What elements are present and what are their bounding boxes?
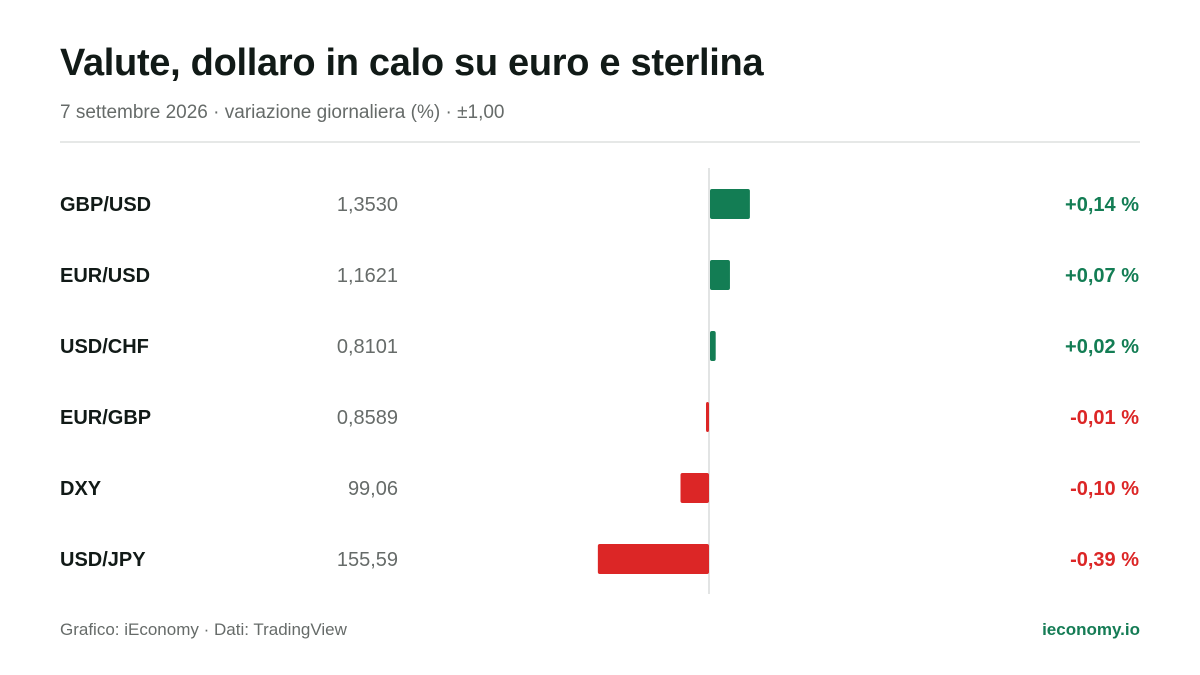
chart-subtitle: 7 settembre 2026 · variazione giornalier… <box>60 102 505 123</box>
change-bar <box>680 473 709 503</box>
pair-label: EUR/GBP <box>60 407 151 429</box>
pair-label: DXY <box>60 478 102 500</box>
footer-site-link[interactable]: ieconomy.io <box>1042 620 1140 639</box>
header-divider <box>60 141 1140 143</box>
pair-label: EUR/USD <box>60 265 150 287</box>
pair-price: 1,3530 <box>337 194 398 216</box>
chart-title: Valute, dollaro in calo su euro e sterli… <box>60 42 764 84</box>
change-bar <box>706 402 709 432</box>
change-value-label: -0,10 % <box>1070 478 1139 500</box>
change-bar <box>710 331 716 361</box>
change-value-label: +0,14 % <box>1065 194 1139 216</box>
pair-label: USD/JPY <box>60 549 146 571</box>
change-value-label: +0,02 % <box>1065 336 1139 358</box>
pair-label: GBP/USD <box>60 194 151 216</box>
change-value-label: +0,07 % <box>1065 265 1139 287</box>
pair-price: 155,59 <box>337 549 398 571</box>
pair-price: 0,8589 <box>337 407 398 429</box>
pair-price: 99,06 <box>348 478 398 500</box>
change-bar <box>597 544 709 574</box>
change-bar <box>710 260 730 290</box>
change-value-label: -0,39 % <box>1070 549 1139 571</box>
change-value-label: -0,01 % <box>1070 407 1139 429</box>
footer-credit: Grafico: iEconomy · Dati: TradingView <box>60 620 347 639</box>
pair-price: 1,1621 <box>337 265 398 287</box>
pair-price: 0,8101 <box>337 336 398 358</box>
pair-label: USD/CHF <box>60 336 149 358</box>
change-bar <box>710 189 750 219</box>
